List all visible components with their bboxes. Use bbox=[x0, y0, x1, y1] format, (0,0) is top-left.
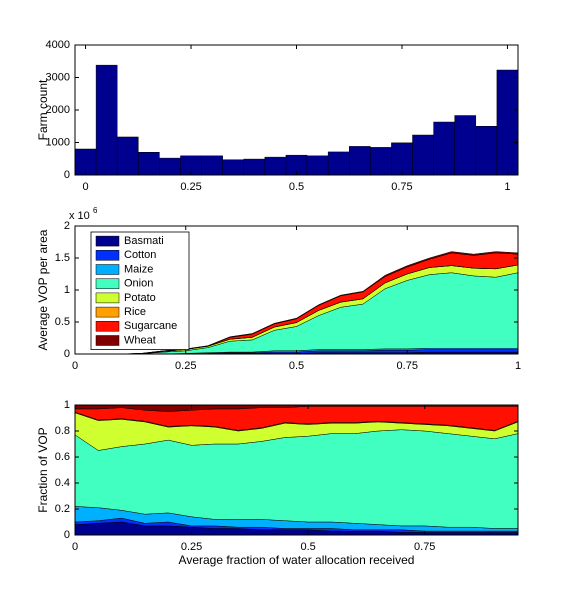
bar bbox=[201, 155, 223, 176]
legend-label: Maize bbox=[124, 263, 153, 275]
legend-label: Rice bbox=[124, 306, 146, 318]
bar bbox=[264, 156, 287, 176]
legend-label: Potato bbox=[124, 292, 156, 304]
legend-label: Wheat bbox=[124, 334, 156, 346]
bar bbox=[454, 115, 477, 176]
legend-swatch bbox=[95, 235, 120, 247]
y-tick-label: 0.5 bbox=[55, 316, 70, 328]
x-tick-label: 0.75 bbox=[414, 541, 435, 553]
axes-frame bbox=[74, 404, 519, 536]
bar bbox=[348, 146, 371, 176]
legend-label: Cotton bbox=[124, 249, 156, 261]
x-tick-label: 0.75 bbox=[391, 181, 412, 193]
bar bbox=[370, 147, 392, 176]
bar bbox=[475, 126, 498, 176]
y-tick-label: 1 bbox=[64, 399, 70, 411]
legend-label: Basmati bbox=[124, 235, 164, 247]
x-tick-label: 1 bbox=[515, 360, 521, 372]
panel: 0 0.25 0.5 0.75 1 0 1000 2000 3000 4000 Farm count bbox=[36, 39, 519, 193]
y-axis-label: Farm count bbox=[36, 79, 50, 140]
bar bbox=[95, 64, 118, 176]
y-tick-label: 1 bbox=[64, 284, 70, 296]
legend-label: Onion bbox=[124, 278, 153, 290]
x-tick-label: 0 bbox=[82, 181, 88, 193]
x-tick-label: 0.5 bbox=[289, 360, 304, 372]
y-tick-label: 0.8 bbox=[55, 425, 70, 437]
y-tick-label: 1.5 bbox=[55, 252, 70, 264]
y-tick-label: 2 bbox=[64, 220, 70, 232]
x-tick-label: 1 bbox=[504, 181, 510, 193]
bar bbox=[159, 157, 181, 176]
bar bbox=[306, 155, 329, 176]
y-tick-label: 0 bbox=[64, 348, 70, 360]
bar bbox=[327, 151, 350, 176]
y-tick-label: 4000 bbox=[46, 39, 70, 51]
legend-label: Sugarcane bbox=[124, 320, 177, 332]
x-tick-label: 0.75 bbox=[397, 360, 418, 372]
y-axis-label: Fraction of VOP bbox=[36, 427, 50, 512]
panel: 0 0.25 0.5 0.75 1 0 0.5 1 1.5 2 Average VOP per ar… bbox=[36, 206, 521, 372]
y-tick-label: 0.4 bbox=[55, 477, 70, 489]
legend-swatch bbox=[95, 292, 120, 304]
bar bbox=[138, 152, 160, 176]
x-tick-label: 0.5 bbox=[289, 181, 304, 193]
legend-swatch bbox=[95, 250, 120, 261]
x-tick-label: 0.25 bbox=[181, 541, 202, 553]
y-tick-label: 0 bbox=[64, 169, 70, 181]
y-offset-text: x 10 bbox=[69, 210, 90, 222]
y-offset-exponent: 6 bbox=[93, 206, 98, 215]
legend: Basmati Cotton Maize Onion Potato Rice Sugarca… bbox=[90, 231, 190, 350]
bar bbox=[496, 69, 519, 176]
legend-swatch bbox=[95, 306, 120, 318]
bar bbox=[222, 159, 245, 176]
y-tick-label: 0.2 bbox=[55, 503, 70, 515]
y-tick-label: 0 bbox=[64, 529, 70, 541]
x-tick-label: 0.25 bbox=[180, 181, 201, 193]
bar bbox=[391, 142, 413, 176]
bar bbox=[116, 136, 139, 176]
bar bbox=[412, 134, 434, 176]
legend-swatch bbox=[95, 321, 120, 332]
x-axis-label: Average fraction of water allocation rec… bbox=[179, 553, 415, 567]
y-tick-label: 1000 bbox=[46, 136, 70, 148]
bar bbox=[433, 121, 455, 176]
y-tick-label: 2000 bbox=[46, 104, 70, 116]
y-tick-label: 3000 bbox=[46, 71, 70, 83]
y-axis-label: Average VOP per area bbox=[36, 229, 50, 350]
x-tick-label: 0.25 bbox=[175, 360, 196, 372]
panel: 0 0.25 0.5 0.75 0 0.2 0.4 0.6 0.8 1 Fraction of VO… bbox=[36, 399, 519, 567]
legend-swatch bbox=[95, 335, 120, 346]
bar bbox=[243, 158, 266, 176]
x-tick-label: 0 bbox=[72, 541, 78, 553]
legend-swatch bbox=[95, 278, 120, 289]
x-tick-label: 0.5 bbox=[301, 541, 316, 553]
legend-swatch bbox=[95, 264, 120, 275]
x-tick-label: 0 bbox=[72, 360, 78, 372]
y-tick-label: 0.6 bbox=[55, 451, 70, 463]
